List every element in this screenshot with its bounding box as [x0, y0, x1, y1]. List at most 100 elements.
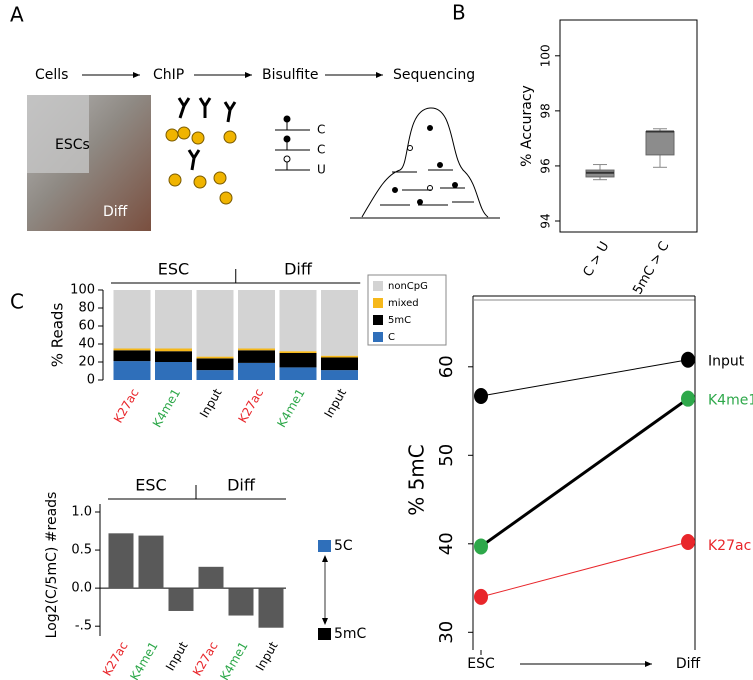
- bar-segment: [113, 290, 151, 349]
- bar-segment: [196, 370, 234, 380]
- bar-segment: [155, 290, 192, 349]
- x-tick-label: Input: [163, 639, 191, 673]
- x-tick-label: 5mC > C: [630, 239, 672, 297]
- bar-segment: [196, 290, 234, 357]
- bar-segment: [279, 367, 317, 380]
- panel-label: C: [10, 290, 24, 314]
- point: [681, 390, 695, 407]
- step-label: ChIP: [153, 67, 184, 83]
- legend-label: C: [388, 332, 395, 343]
- workflow-diagram: Cells ChIP Bisulfite Sequencing ESCs Dif…: [27, 67, 500, 231]
- bisulfite-reads: [275, 115, 310, 171]
- scale-label: 5C: [334, 538, 353, 554]
- y-tick-label: 0.0: [71, 581, 92, 596]
- x-tick-label: K4me1: [274, 386, 307, 430]
- box: [645, 131, 675, 156]
- series-label: Input: [708, 354, 745, 370]
- y-tick-label: 60: [436, 355, 457, 378]
- bar-segment: [321, 357, 358, 371]
- y-axis-label: % Reads: [49, 303, 67, 368]
- point: [474, 538, 488, 555]
- base-label: U: [317, 163, 326, 177]
- y-tick-label: 30: [436, 621, 457, 644]
- nucleosomes: [165, 97, 237, 205]
- y-tick-label: -.5: [75, 619, 92, 634]
- x-tick-label: ESC: [467, 656, 495, 672]
- scale-swatch: [318, 540, 331, 552]
- image-label: ESCs: [55, 137, 90, 153]
- x-tick-label: K27ac: [111, 386, 142, 425]
- x-tick-label: K4me1: [217, 639, 250, 680]
- group-label: Diff: [227, 476, 256, 495]
- y-tick-label: 0.5: [71, 543, 92, 558]
- bar-segment: [155, 348, 192, 352]
- series-line: [480, 541, 689, 598]
- bar: [108, 533, 134, 589]
- legend-swatch: [373, 315, 383, 325]
- base-label: C: [317, 123, 325, 137]
- bar: [258, 588, 284, 628]
- bar-segment: [321, 290, 358, 356]
- point: [681, 534, 695, 551]
- bar-segment: [321, 355, 358, 358]
- bar-segment: [113, 361, 151, 380]
- bar-segment: [238, 290, 275, 349]
- y-axis-label: % 5mC: [405, 444, 429, 516]
- point: [474, 588, 488, 605]
- series-line: [480, 397, 689, 548]
- point: [474, 388, 488, 405]
- y-tick-label: 0: [87, 373, 95, 388]
- x-tick-label: Diff: [676, 656, 701, 672]
- legend-swatch: [373, 281, 383, 291]
- bar-segment: [238, 362, 275, 380]
- bar: [228, 588, 254, 616]
- y-tick-label: 50: [436, 444, 457, 467]
- y-tick-label: 40: [436, 532, 457, 555]
- series-line: [480, 359, 689, 397]
- bar-segment: [238, 350, 275, 363]
- y-tick-label: 94: [539, 213, 553, 228]
- x-tick-label: K27ac: [235, 386, 266, 425]
- legend-label: 5mC: [388, 315, 411, 326]
- x-tick-label: Input: [321, 386, 349, 420]
- bar-segment: [238, 348, 275, 351]
- legend-swatch: [373, 332, 383, 342]
- image-label: Diff: [103, 204, 128, 220]
- x-tick-label: K27ac: [100, 639, 131, 678]
- y-tick-label: 96: [539, 158, 553, 173]
- bar: [198, 566, 224, 589]
- group-label: ESC: [158, 260, 189, 279]
- bar-segment: [279, 353, 317, 368]
- y-tick-label: 98: [539, 103, 553, 118]
- group-label: Diff: [284, 260, 313, 279]
- bar-segment: [113, 350, 151, 362]
- step-label: Sequencing: [393, 67, 475, 83]
- scale-label: 5mC: [334, 626, 367, 642]
- legend-swatch: [373, 298, 383, 308]
- panel-label: A: [10, 3, 24, 27]
- panel-label: B: [452, 1, 466, 25]
- step-label: Cells: [35, 67, 68, 83]
- series-label: K27ac: [708, 538, 751, 554]
- bar-segment: [279, 351, 317, 353]
- y-axis-label: Log2(C/5mC) #reads: [44, 492, 60, 639]
- y-tick-label: 100: [539, 44, 553, 67]
- x-tick-label: K4me1: [127, 639, 160, 680]
- legend-label: mixed: [388, 298, 419, 309]
- bar: [138, 535, 164, 589]
- y-tick-label: 20: [78, 355, 95, 370]
- bar-segment: [196, 358, 234, 371]
- bar-segment: [155, 351, 192, 362]
- scale-arrowhead: [322, 555, 328, 625]
- y-tick-label: 80: [78, 301, 95, 316]
- y-axis-label: % Accuracy: [519, 85, 535, 167]
- x-tick-label: Input: [197, 386, 225, 420]
- group-label: ESC: [135, 476, 166, 495]
- bar-segment: [196, 356, 234, 359]
- read-pileup: [350, 107, 500, 219]
- y-tick-label: 60: [78, 319, 95, 334]
- step-label: Bisulfite: [262, 67, 318, 83]
- x-tick-label: Input: [253, 639, 281, 673]
- plot-frame: [559, 19, 698, 233]
